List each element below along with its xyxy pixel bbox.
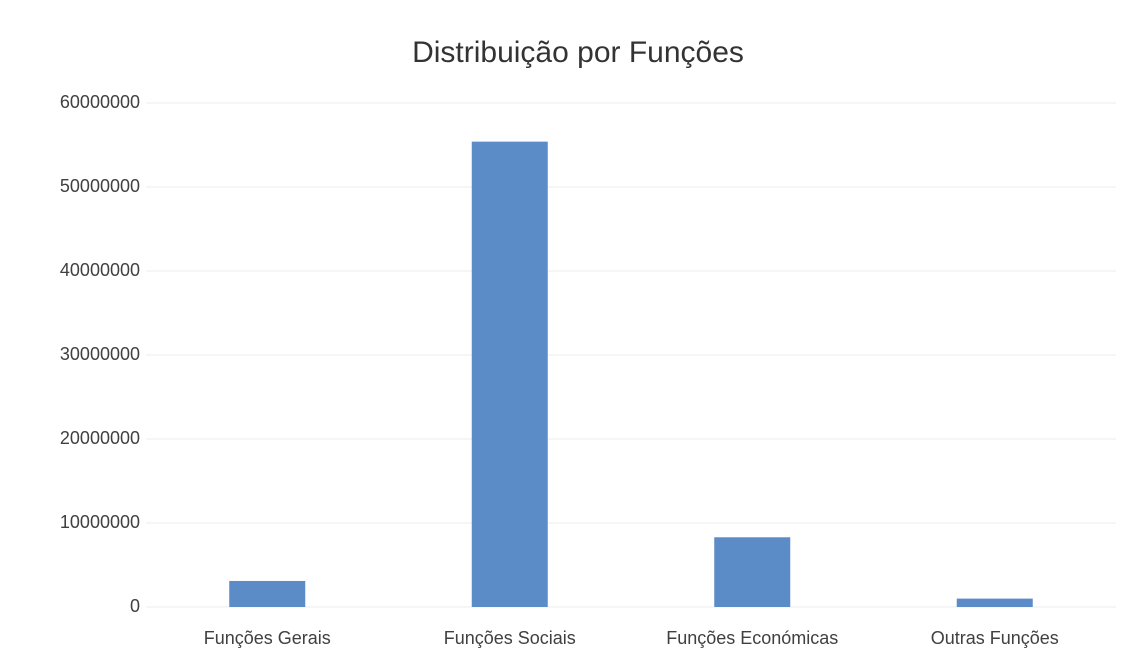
y-tick-label: 20000000	[60, 428, 140, 448]
y-tick-label: 40000000	[60, 260, 140, 280]
bar	[714, 537, 791, 607]
chart-title: Distribuição por Funções	[412, 36, 744, 69]
y-tick-label: 50000000	[60, 176, 140, 196]
y-tick-label: 60000000	[60, 92, 140, 112]
bar	[229, 580, 306, 607]
y-tick-label: 0	[130, 596, 140, 616]
bar	[956, 598, 1033, 607]
x-tick-label: Funções Sociais	[444, 628, 576, 648]
x-tick-label: Outras Funções	[931, 628, 1059, 648]
bar	[471, 141, 548, 607]
y-tick-label: 30000000	[60, 344, 140, 364]
y-tick-label: 10000000	[60, 512, 140, 532]
x-tick-label: Funções Gerais	[204, 628, 331, 648]
x-tick-label: Funções Económicas	[666, 628, 838, 648]
